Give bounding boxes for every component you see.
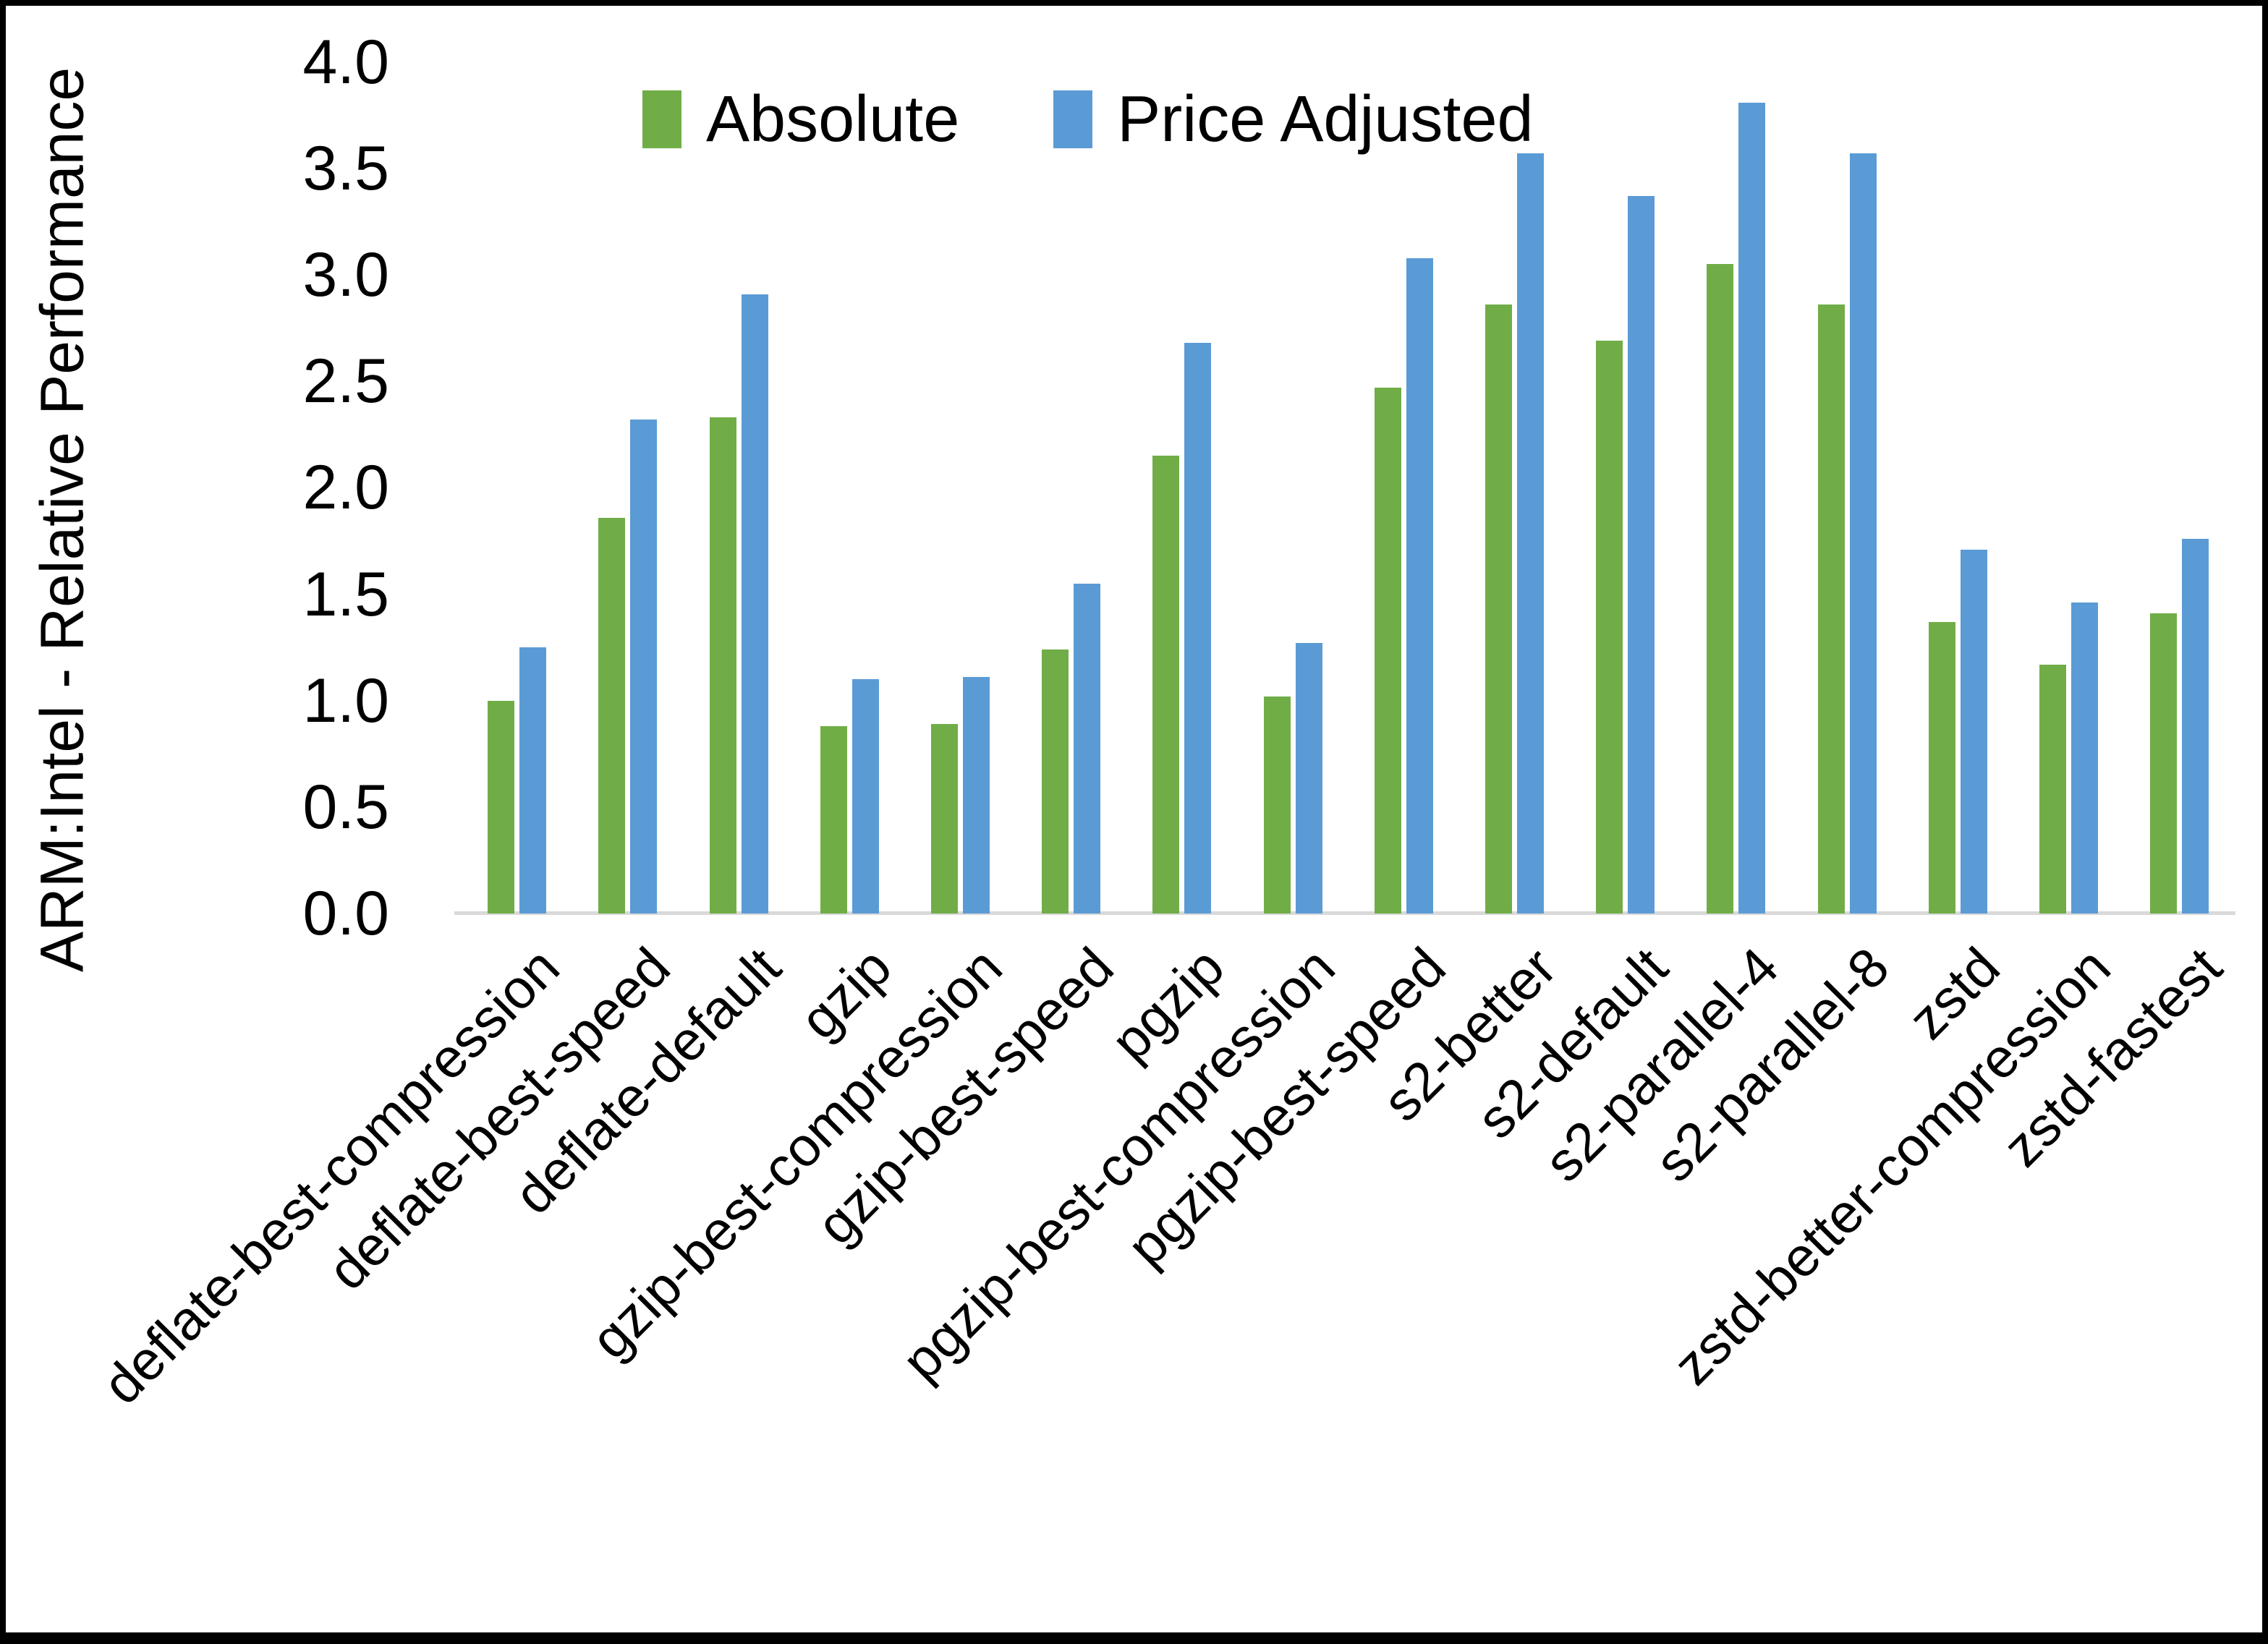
bar-price-adjusted-zstd-better-compression: [2070, 602, 2098, 913]
bar-price-adjusted-pgzip-best-compression: [1295, 643, 1322, 913]
y-tick-label: 0.5: [302, 772, 389, 842]
bar-price-adjusted-pgzip-best-speed: [1406, 257, 1433, 913]
bar-absolute-gzip: [820, 726, 847, 913]
legend: Absolute Price Adjusted: [642, 87, 1534, 152]
bar-price-adjusted-zstd: [1960, 549, 1987, 913]
bar-absolute-pgzip-best-speed: [1374, 388, 1401, 913]
bar-price-adjusted-s2-default: [1628, 196, 1655, 913]
legend-swatch-icon: [642, 90, 681, 148]
x-axis-line: [454, 911, 2235, 915]
y-tick-label: 1.0: [302, 665, 389, 736]
y-tick-label: 2.0: [302, 453, 389, 523]
bar-price-adjusted-s2-parallel-8: [1849, 153, 1877, 913]
bar-price-adjusted-s2-better: [1516, 153, 1544, 913]
bar-price-adjusted-gzip-best-compression: [962, 677, 990, 913]
bar-price-adjusted-s2-parallel-4: [1738, 102, 1766, 913]
bar-price-adjusted-deflate-best-speed: [630, 419, 658, 913]
y-tick-label: 0.0: [302, 879, 389, 948]
bar-price-adjusted-gzip-best-speed: [1074, 583, 1101, 913]
bar-absolute-s2-parallel-8: [1817, 304, 1845, 913]
y-tick-label: 3.5: [302, 133, 389, 203]
y-tick-label: 4.0: [302, 27, 389, 97]
bar-price-adjusted-gzip: [851, 679, 879, 913]
bar-absolute-deflate-default: [709, 417, 736, 913]
bar-absolute-pgzip-best-compression: [1263, 696, 1291, 913]
bar-absolute-zstd: [1928, 621, 1955, 913]
bar-absolute-deflate-best-speed: [598, 517, 626, 913]
bar-absolute-gzip-best-speed: [1042, 649, 1069, 913]
bar-absolute-deflate-best-compression: [488, 700, 515, 913]
bar-absolute-s2-parallel-4: [1707, 264, 1734, 913]
bar-absolute-zstd-fastest: [2150, 613, 2178, 913]
bar-absolute-gzip-best-compression: [930, 724, 958, 913]
bar-price-adjusted-zstd-fastest: [2182, 539, 2209, 913]
bar-absolute-pgzip: [1152, 456, 1180, 913]
y-axis-title: ARM:Intel - Relative Performance: [27, 67, 96, 972]
bar-price-adjusted-deflate-default: [741, 294, 768, 913]
bar-absolute-zstd-better-compression: [2039, 664, 2066, 913]
bar-price-adjusted-pgzip: [1184, 343, 1212, 913]
legend-swatch-icon: [1053, 90, 1093, 148]
bar-absolute-s2-better: [1485, 304, 1512, 913]
y-tick-label: 2.5: [302, 346, 389, 417]
bar-absolute-s2-default: [1596, 341, 1623, 913]
bar-price-adjusted-deflate-best-compression: [519, 647, 547, 913]
legend-item-absolute: Absolute: [642, 87, 959, 152]
legend-label: Price Adjusted: [1117, 83, 1534, 156]
y-tick-label: 1.5: [302, 559, 389, 629]
legend-label: Absolute: [706, 83, 960, 156]
legend-item-price-adjusted: Price Adjusted: [1053, 83, 1534, 156]
y-tick-label: 3.0: [302, 240, 389, 310]
